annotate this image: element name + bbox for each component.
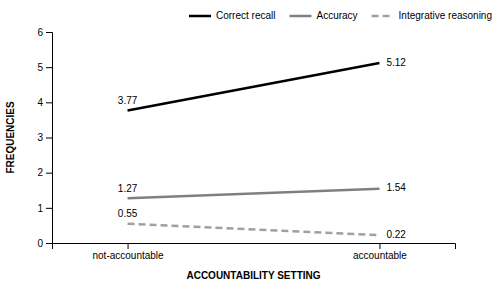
y-tick: 2 [37,167,52,178]
y-tick-label: 1 [37,203,43,214]
legend-swatch [289,15,311,18]
y-tick: 0 [37,238,52,249]
y-axis: 0 1 2 3 4 5 6 [37,27,52,249]
chart: 0 1 2 3 4 5 6 not-accountable accountable 3.77 5.1… [0,0,500,287]
legend-label: Correct recall [216,10,275,21]
y-tick-mark [46,243,52,244]
legend-label: Integrative reasoning [399,10,492,21]
data-labels: 3.77 5.12 1.27 1.54 0.55 0.22 [118,57,407,240]
x-tick-mark [379,243,380,249]
y-tick-mark [46,173,52,174]
y-tick: 4 [37,97,52,108]
lines [128,63,380,235]
x-tick: not-accountable [92,243,164,261]
y-tick-mark [46,67,52,68]
data-label: 3.77 [118,95,138,106]
y-tick-mark [46,138,52,139]
series-line [128,189,380,198]
x-axis-line [53,244,456,250]
y-axis-line [46,33,53,244]
legend: Correct recall Accuracy Integrative reason… [189,10,492,21]
chart-container: 0 1 2 3 4 5 6 not-accountable accountable 3.77 5.1… [0,0,500,287]
legend-item: Integrative reasoning [372,10,492,21]
legend-item: Accuracy [289,10,357,21]
y-tick-label: 3 [37,132,43,143]
data-label: 1.54 [386,182,406,193]
plot-area: 0 1 2 3 4 5 6 not-accountable accountable 3.77 5.1… [37,27,455,261]
y-tick: 1 [37,203,52,214]
x-axis: not-accountable accountable [53,243,456,261]
legend-swatch [372,15,394,18]
x-tick-label: accountable [353,250,407,261]
x-tick: accountable [353,243,407,261]
y-tick-label: 6 [37,27,43,38]
y-tick-mark [46,102,52,103]
legend-item: Correct recall [189,10,275,21]
y-tick-label: 2 [37,167,43,178]
y-tick-mark [46,32,52,33]
series-line [128,224,380,236]
data-label: 0.22 [386,229,406,240]
series-line [128,63,380,110]
y-tick-label: 0 [37,238,43,249]
legend-swatch [189,15,211,18]
x-axis-title: ACCOUNTABILITY SETTING [186,270,320,281]
y-tick: 3 [37,132,52,143]
legend-label: Accuracy [316,10,357,21]
y-tick-mark [46,208,52,209]
y-axis-title: FREQUENCIES [5,101,16,174]
y-tick: 6 [37,27,52,38]
y-tick: 5 [37,62,52,73]
y-tick-label: 5 [37,62,43,73]
data-label: 5.12 [386,57,406,68]
data-label: 1.27 [118,183,138,194]
data-label: 0.55 [118,208,138,219]
x-tick-label: not-accountable [92,250,164,261]
x-tick-mark [128,243,129,249]
y-tick-label: 4 [37,97,43,108]
